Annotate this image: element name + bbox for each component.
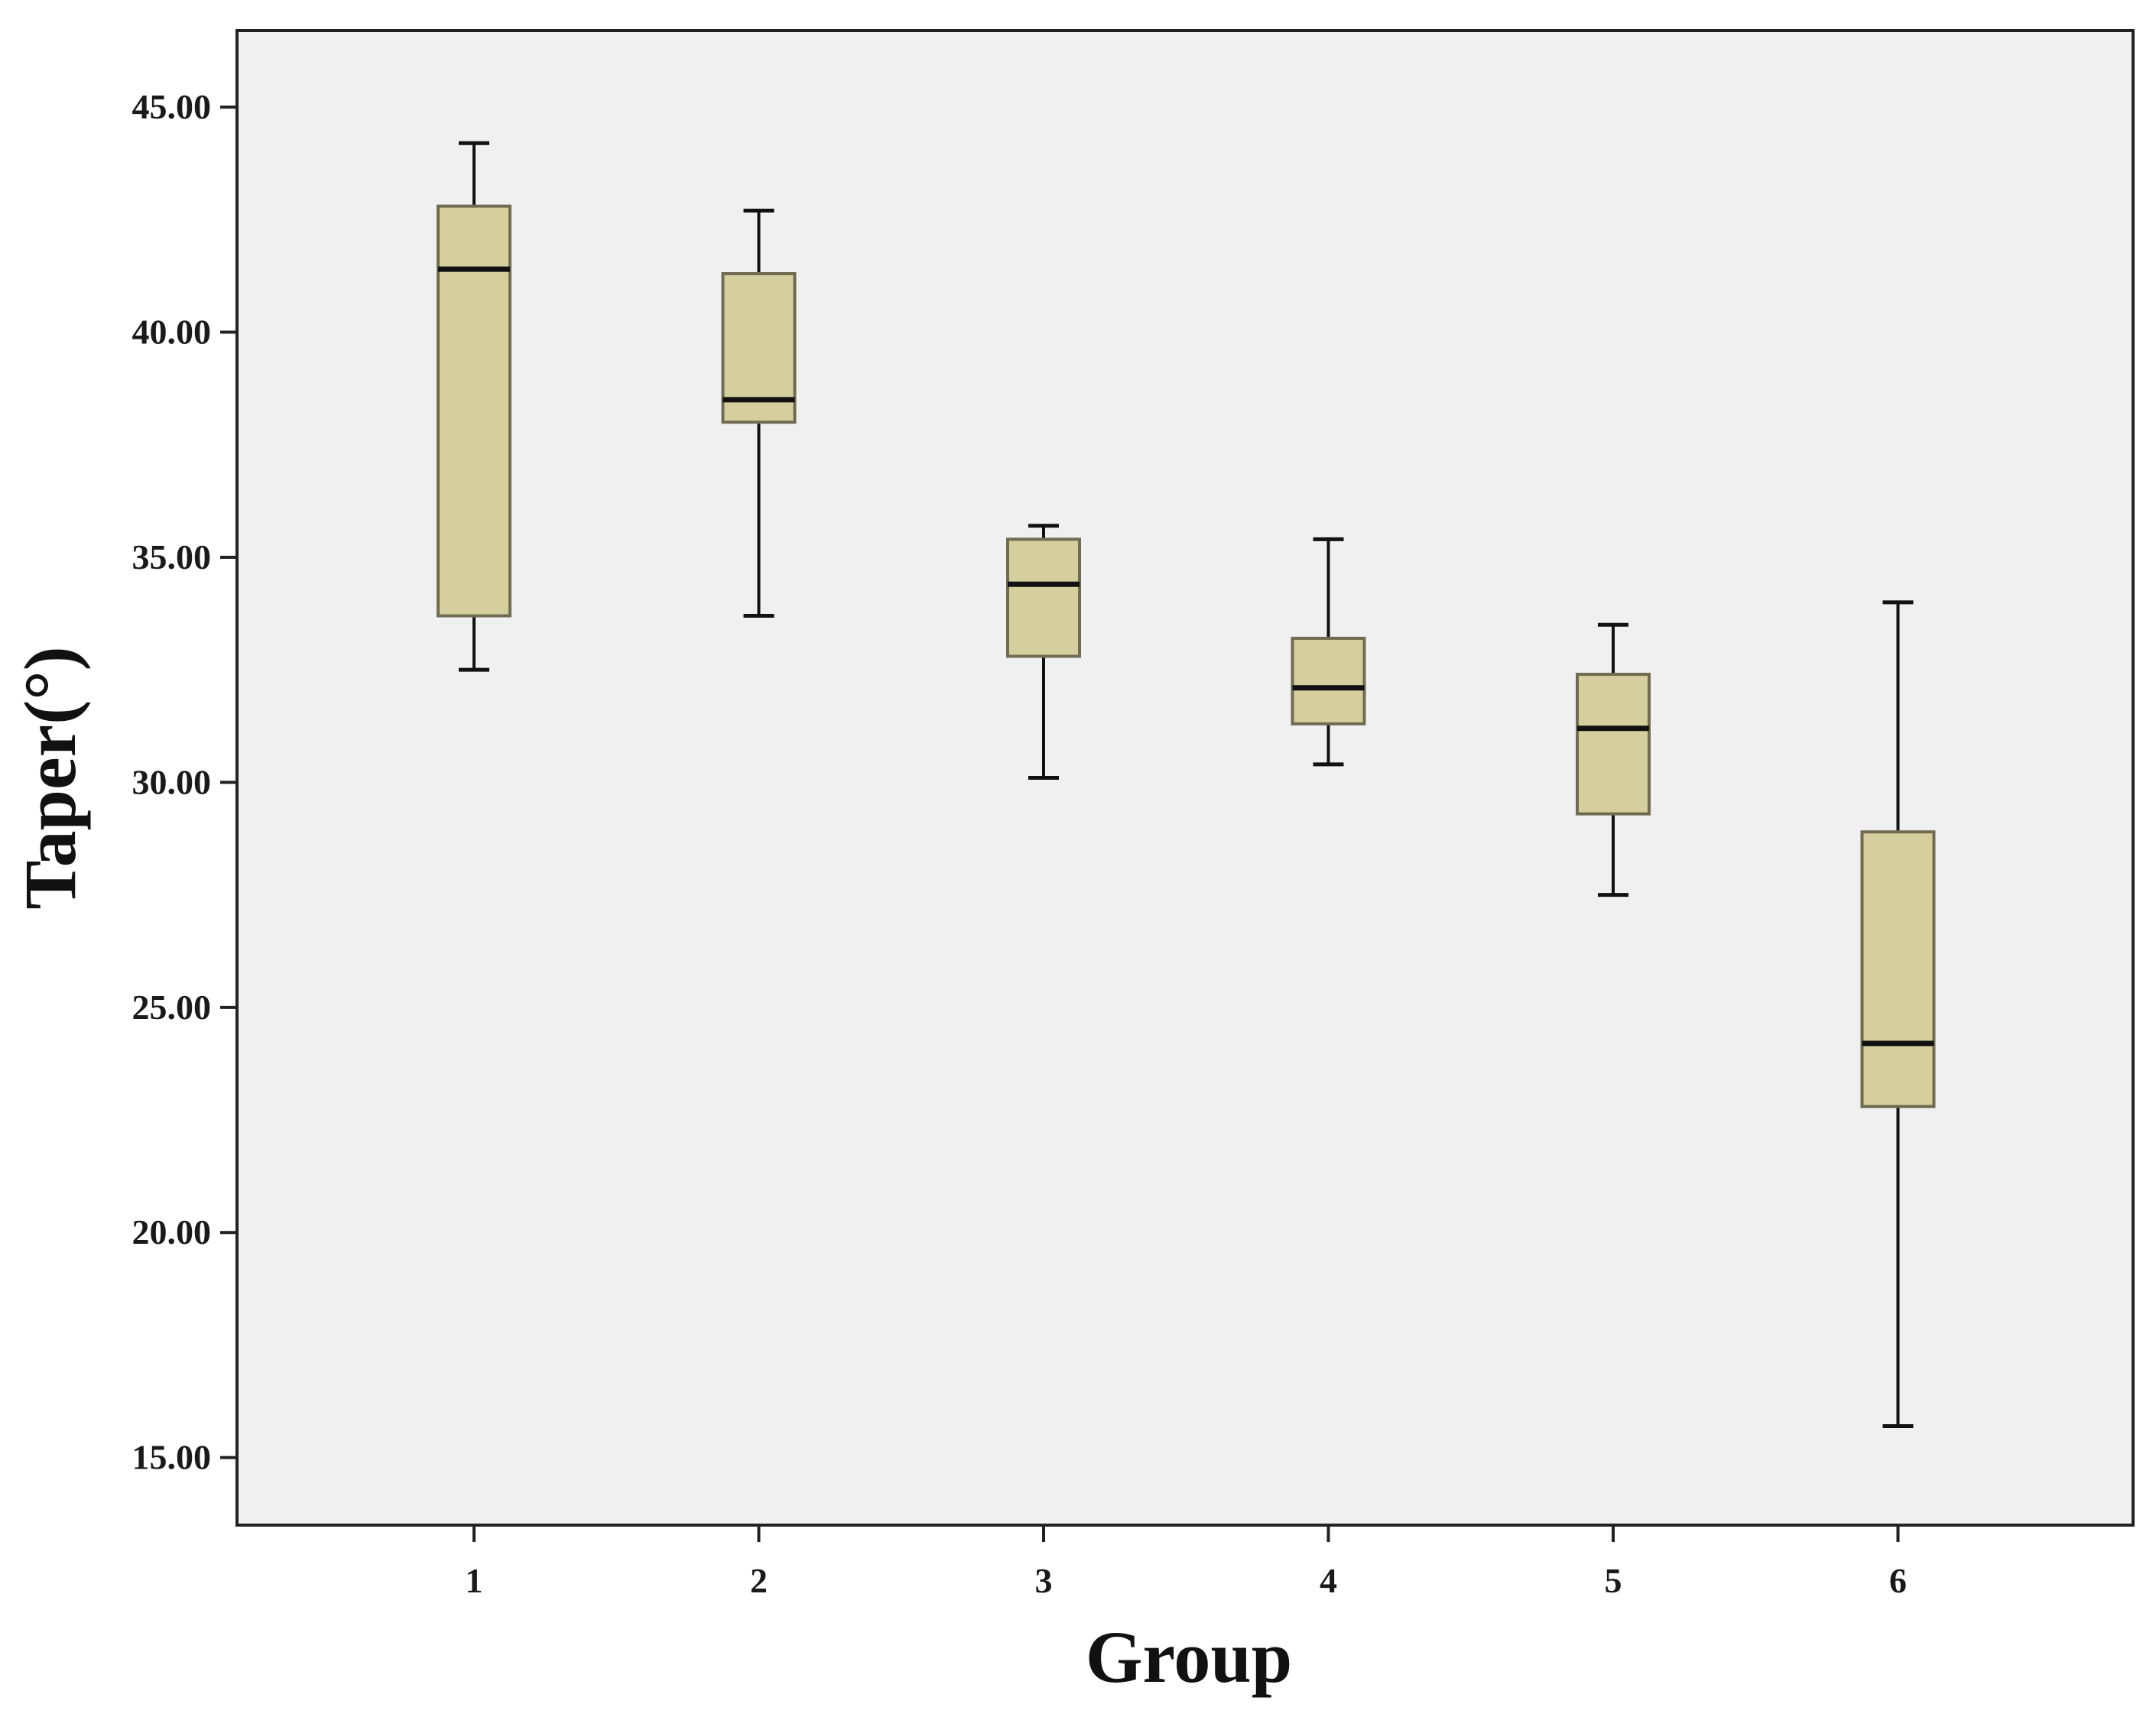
iqr-box xyxy=(1006,537,1081,658)
box-group-4 xyxy=(1291,537,1366,767)
x-tick-label: 2 xyxy=(750,1561,768,1600)
y-axis: 15.00 20.00 25.00 30.00 35.00 40.00 45.00 xyxy=(132,87,237,1477)
iqr-box xyxy=(1576,673,1651,816)
x-tick-label: 1 xyxy=(466,1561,483,1600)
plot-area xyxy=(235,29,2135,1527)
box-group-5 xyxy=(1576,622,1651,897)
iqr-box xyxy=(1860,830,1936,1108)
y-tick-label: 30.00 xyxy=(132,762,212,801)
iqr-box xyxy=(1291,636,1366,725)
y-axis-title: Taper(°) xyxy=(9,646,91,909)
y-tick-label: 20.00 xyxy=(132,1212,212,1251)
y-tick-label: 25.00 xyxy=(132,988,212,1027)
iqr-box xyxy=(437,204,511,618)
x-axis: 1 2 3 4 5 6 xyxy=(466,1525,1907,1600)
y-tick-label: 45.00 xyxy=(132,87,212,126)
y-tick-label: 40.00 xyxy=(132,313,212,352)
x-tick-label: 6 xyxy=(1889,1561,1907,1600)
box-group-2 xyxy=(721,209,797,618)
x-tick-label: 5 xyxy=(1605,1561,1622,1600)
box-group-1 xyxy=(437,141,511,672)
x-tick-label: 3 xyxy=(1035,1561,1053,1600)
box-group-3 xyxy=(1006,524,1081,780)
x-axis-title: Group xyxy=(1086,1616,1292,1698)
box-group-6 xyxy=(1860,600,1936,1428)
y-tick-label: 15.00 xyxy=(132,1438,212,1477)
x-tick-label: 4 xyxy=(1320,1561,1337,1600)
box-series xyxy=(437,141,1936,1428)
y-tick-label: 35.00 xyxy=(132,537,212,576)
